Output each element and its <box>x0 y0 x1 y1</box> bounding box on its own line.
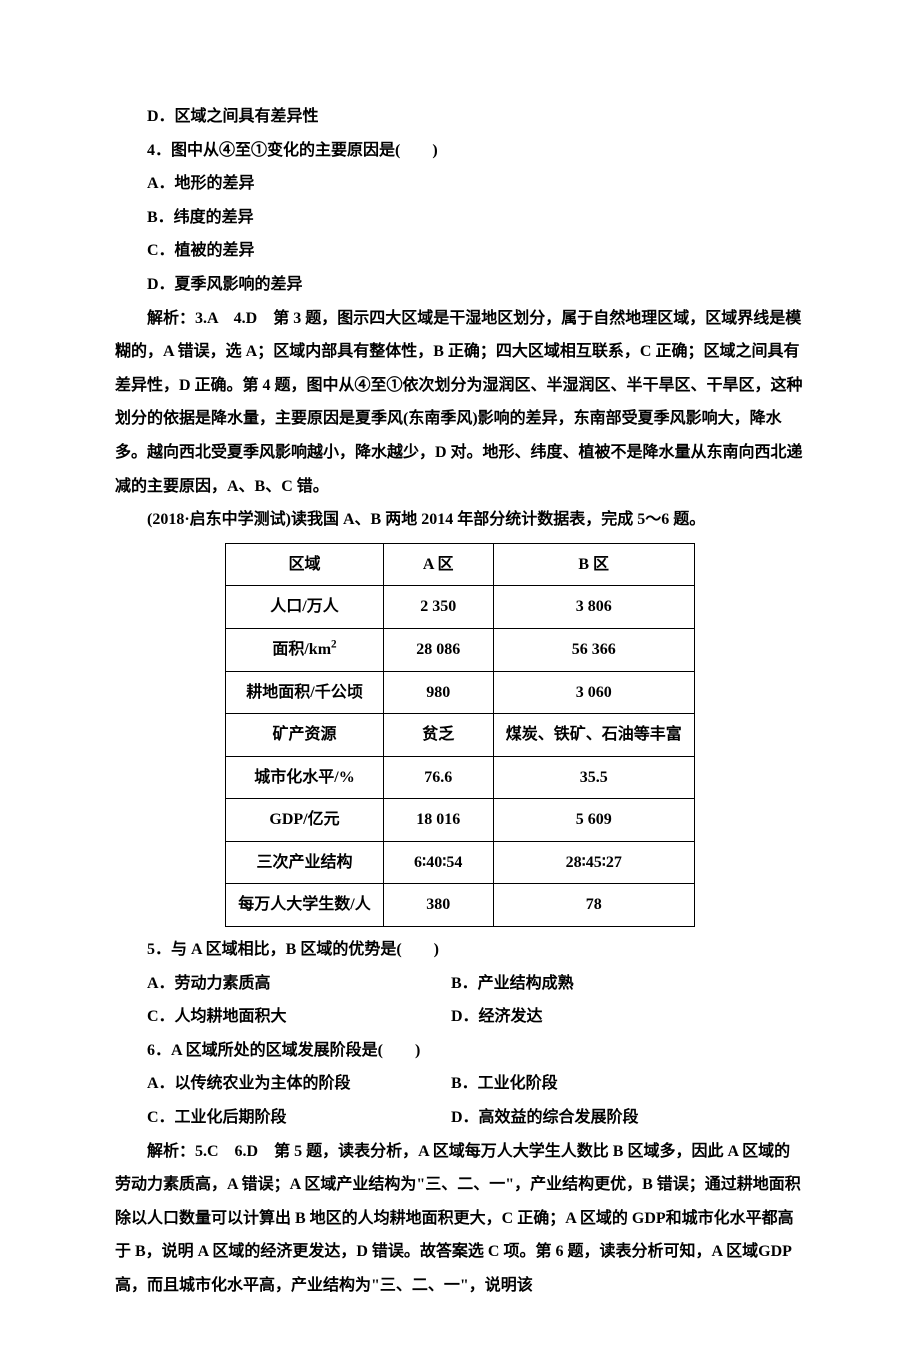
cell-a: 980 <box>383 671 493 714</box>
row-label: 三次产业结构 <box>226 841 383 884</box>
table-row: 矿产资源贫乏煤炭、铁矿、石油等丰富 <box>226 714 694 757</box>
cell-a: 76.6 <box>383 756 493 799</box>
q4-option-b: B．纬度的差异 <box>115 201 805 235</box>
question-6: 6．A 区域所处的区域发展阶段是( ) <box>115 1034 805 1068</box>
cell-b: 5 609 <box>493 799 694 842</box>
q6-option-c: C．工业化后期阶段 <box>115 1101 419 1135</box>
table-row: 耕地面积/千公顷9803 060 <box>226 671 694 714</box>
cell-b: 28∶45∶27 <box>493 841 694 884</box>
cell-a: 贫乏 <box>383 714 493 757</box>
q6-option-b: B．工业化阶段 <box>419 1067 558 1101</box>
stats-table: 区域A 区B 区人口/万人2 3503 806面积/km228 08656 36… <box>225 543 694 927</box>
row-label: 城市化水平/% <box>226 756 383 799</box>
table-row: 城市化水平/%76.635.5 <box>226 756 694 799</box>
row-label: 面积/km2 <box>226 628 383 671</box>
cell-a: 380 <box>383 884 493 927</box>
table-header-cell: B 区 <box>493 543 694 586</box>
question-5: 5．与 A 区域相比，B 区域的优势是( ) <box>115 933 805 967</box>
row-label: 人口/万人 <box>226 586 383 629</box>
cell-b: 78 <box>493 884 694 927</box>
explanation-3-4: 解析：3.A 4.D 第 3 题，图示四大区域是干湿地区划分，属于自然地理区域，… <box>115 302 805 504</box>
table-row: 人口/万人2 3503 806 <box>226 586 694 629</box>
cell-a: 18 016 <box>383 799 493 842</box>
table-header-row: 区域A 区B 区 <box>226 543 694 586</box>
intro-5-6: (2018·启东中学测试)读我国 A、B 两地 2014 年部分统计数据表，完成… <box>115 503 805 537</box>
row-label: GDP/亿元 <box>226 799 383 842</box>
q5-option-b: B．产业结构成熟 <box>419 967 574 1001</box>
q5-options-row2: C．人均耕地面积大 D．经济发达 <box>115 1000 805 1034</box>
cell-a: 28 086 <box>383 628 493 671</box>
cell-a: 6∶40∶54 <box>383 841 493 884</box>
row-label: 耕地面积/千公顷 <box>226 671 383 714</box>
table-row: GDP/亿元18 0165 609 <box>226 799 694 842</box>
table-header-cell: 区域 <box>226 543 383 586</box>
q3-option-d: D．区域之间具有差异性 <box>115 100 805 134</box>
row-label: 矿产资源 <box>226 714 383 757</box>
explanation-5-6: 解析：5.C 6.D 第 5 题，读表分析，A 区域每万人大学生人数比 B 区域… <box>115 1135 805 1303</box>
q5-option-c: C．人均耕地面积大 <box>115 1000 419 1034</box>
cell-b: 煤炭、铁矿、石油等丰富 <box>493 714 694 757</box>
table-header-cell: A 区 <box>383 543 493 586</box>
cell-a: 2 350 <box>383 586 493 629</box>
q6-option-a: A．以传统农业为主体的阶段 <box>115 1067 419 1101</box>
cell-b: 35.5 <box>493 756 694 799</box>
table-row: 三次产业结构6∶40∶5428∶45∶27 <box>226 841 694 884</box>
q4-option-c: C．植被的差异 <box>115 234 805 268</box>
q5-options-row1: A．劳动力素质高 B．产业结构成熟 <box>115 967 805 1001</box>
row-label: 每万人大学生数/人 <box>226 884 383 927</box>
cell-b: 3 060 <box>493 671 694 714</box>
table-row: 每万人大学生数/人38078 <box>226 884 694 927</box>
table-row: 面积/km228 08656 366 <box>226 628 694 671</box>
cell-b: 56 366 <box>493 628 694 671</box>
q6-options-row1: A．以传统农业为主体的阶段 B．工业化阶段 <box>115 1067 805 1101</box>
stats-table-body: 区域A 区B 区人口/万人2 3503 806面积/km228 08656 36… <box>226 543 694 926</box>
q5-option-a: A．劳动力素质高 <box>115 967 419 1001</box>
q4-option-a: A．地形的差异 <box>115 167 805 201</box>
cell-b: 3 806 <box>493 586 694 629</box>
q6-options-row2: C．工业化后期阶段 D．高效益的综合发展阶段 <box>115 1101 805 1135</box>
q6-option-d: D．高效益的综合发展阶段 <box>419 1101 639 1135</box>
q4-option-d: D．夏季风影响的差异 <box>115 268 805 302</box>
question-4: 4．图中从④至①变化的主要原因是( ) <box>115 134 805 168</box>
q5-option-d: D．经济发达 <box>419 1000 543 1034</box>
